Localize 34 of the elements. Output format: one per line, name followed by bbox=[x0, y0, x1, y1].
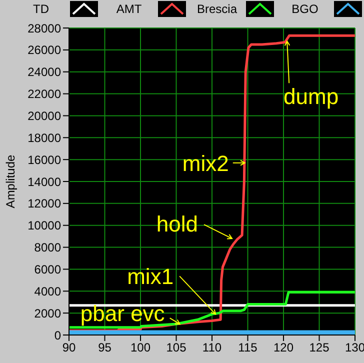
x-tick-label: 105 bbox=[166, 340, 187, 355]
legend-label: BGO bbox=[290, 2, 320, 16]
y-tick-label: 8000 bbox=[34, 240, 62, 255]
y-tick-label: 20000 bbox=[28, 108, 62, 123]
x-tick-label: 100 bbox=[130, 340, 151, 355]
y-tick-label: 22000 bbox=[28, 87, 62, 102]
y-tick-label: 16000 bbox=[28, 152, 62, 167]
y-tick-label: 12000 bbox=[28, 196, 62, 211]
x-tick-label: 120 bbox=[273, 340, 294, 355]
annotation: hold bbox=[156, 212, 198, 237]
x-tick-label: 90 bbox=[62, 340, 76, 355]
legend-label: TD bbox=[32, 2, 50, 16]
y-tick-label: 18000 bbox=[28, 130, 62, 145]
y-tick-label: 2000 bbox=[34, 306, 62, 320]
y-tick-label: 24000 bbox=[28, 65, 62, 80]
y-tick-label: 26000 bbox=[28, 43, 62, 58]
y-axis-title: Amplitude bbox=[3, 154, 18, 208]
y-tick-label: 4000 bbox=[34, 284, 62, 298]
y-tick-label: 0 bbox=[54, 328, 62, 342]
legend-label: AMT bbox=[115, 2, 143, 16]
x-tick-label: 110 bbox=[202, 340, 222, 355]
y-tick-label: 6000 bbox=[34, 262, 62, 276]
annotation: dump bbox=[284, 84, 339, 110]
annotation: mix2 bbox=[182, 150, 229, 176]
annotation: pbar evc bbox=[80, 301, 165, 326]
y-tick-label: 10000 bbox=[28, 218, 62, 233]
y-tick-label: 28000 bbox=[28, 21, 62, 36]
line-series bbox=[69, 290, 355, 329]
legend-label: Brescia bbox=[196, 2, 238, 16]
x-tick-label: 115 bbox=[238, 340, 258, 355]
annotation: mix1 bbox=[127, 264, 174, 290]
x-tick-label: 95 bbox=[98, 340, 112, 355]
y-tick-label: 14000 bbox=[28, 174, 62, 189]
x-tick-label: 125 bbox=[309, 340, 330, 355]
